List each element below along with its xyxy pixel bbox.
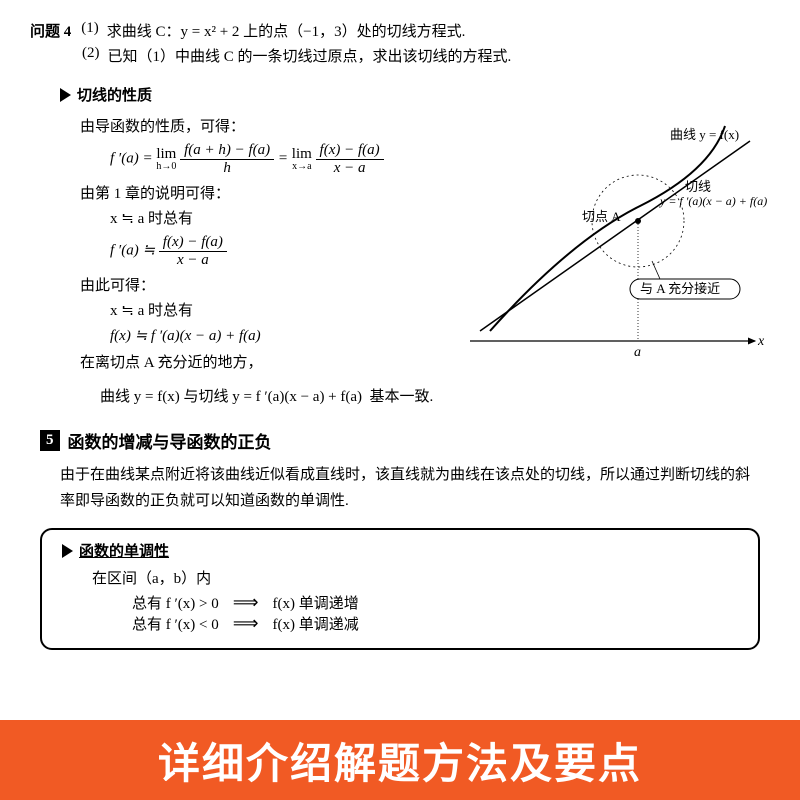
intro-text: 由导函数的性质，可得： xyxy=(80,115,460,136)
formula-fx-approx: f(x) ≒ f ′(a)(x − a) + f(a) xyxy=(110,326,460,345)
tick-a: a xyxy=(634,345,641,360)
tangent-diagram: x 切点 A 曲线 y = f(x) 切线 y = f ′(a)(x − a) … xyxy=(460,111,770,381)
approx1-text: x ≒ a 时总有 xyxy=(110,207,460,228)
part1-num: (1) xyxy=(81,20,99,37)
section-5-heading: 5 函数的增减与导函数的正负 xyxy=(40,428,770,453)
therefore-text: 由此可得： xyxy=(80,274,460,295)
part1-text: 求曲线 C：y = x² + 2 上的点（−1，3）处的切线方程式. xyxy=(107,20,466,41)
curve-label: 曲线 y = f(x) xyxy=(670,127,739,142)
triangle-icon xyxy=(62,544,73,558)
x-axis-label: x xyxy=(757,334,765,349)
section-5-para: 由于在曲线某点附近将该曲线近似看成直线时，该直线就为曲线在该点处的切线，所以通过… xyxy=(60,463,750,514)
box-line1: 总有 f ′(x) > 0⟹f(x) 单调递增 xyxy=(132,592,738,613)
box-title: 函数的单调性 xyxy=(79,540,169,561)
box-line2: 总有 f ′(x) < 0⟹f(x) 单调递减 xyxy=(132,613,738,634)
tangent-title: 切线的性质 xyxy=(77,84,152,105)
problem-label: 问题 4 xyxy=(30,20,71,41)
monotonicity-box: 函数的单调性 在区间（a，b）内 总有 f ′(x) > 0⟹f(x) 单调递增… xyxy=(40,528,760,650)
part2-num: (2) xyxy=(82,45,100,62)
problem-4-part2: (2) 已知（1）中曲线 C 的一条切线过原点，求出该切线的方程式. xyxy=(82,45,770,66)
tangent-label-2: y = f ′(a)(x − a) + f(a) xyxy=(659,194,767,208)
callout-text: 与 A 充分接近 xyxy=(640,281,720,296)
tangent-label-1: 切线 xyxy=(685,179,711,194)
part2-text: 已知（1）中曲线 C 的一条切线过原点，求出该切线的方程式. xyxy=(108,45,512,66)
box-interval: 在区间（a，b）内 xyxy=(92,567,738,588)
tangent-section-heading: 切线的性质 xyxy=(60,84,770,105)
section-5-title: 函数的增减与导函数的正负 xyxy=(68,428,272,453)
problem-4: 问题 4 (1) 求曲线 C：y = x² + 2 上的点（−1，3）处的切线方… xyxy=(30,20,770,41)
section-5-num: 5 xyxy=(40,430,60,451)
near-text: 在离切点 A 充分近的地方， xyxy=(80,351,460,372)
point-label: 切点 A xyxy=(582,209,621,224)
bottom-banner: 详细介绍解题方法及要点 xyxy=(0,720,800,800)
triangle-icon xyxy=(60,88,71,102)
conclusion-line: 曲线 y = f(x) 与切线 y = f ′(a)(x − a) + f(a)… xyxy=(100,385,770,406)
formula-derivative-def: f ′(a) = limh→0 f(a + h) − f(a)h = limx→… xyxy=(110,142,460,176)
left-column: 由导函数的性质，可得： f ′(a) = limh→0 f(a + h) − f… xyxy=(30,111,460,376)
approx2-text: x ≒ a 时总有 xyxy=(110,299,460,320)
formula-approx-frac: f ′(a) ≒ f(x) − f(a)x − a xyxy=(110,234,460,268)
chap1-text: 由第 1 章的说明可得： xyxy=(80,182,460,203)
